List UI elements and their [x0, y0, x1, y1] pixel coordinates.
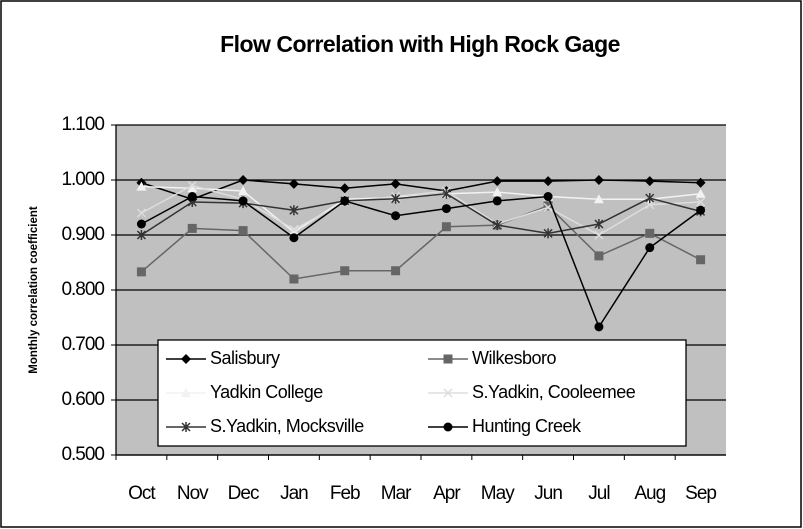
series-line [141, 195, 702, 329]
marker [136, 208, 146, 218]
marker [645, 200, 655, 210]
x-tick-label: Apr [433, 483, 461, 504]
marker [443, 388, 453, 398]
marker [645, 243, 655, 253]
y-tick-label: 0.700 [61, 334, 104, 355]
marker [390, 178, 401, 189]
x-tick-label: Aug [634, 483, 665, 504]
marker [136, 267, 146, 277]
legend-label: S.Yadkin, Cooleemee [472, 382, 636, 402]
marker [443, 422, 453, 432]
y-tick-label: 0.600 [61, 389, 104, 410]
marker [340, 196, 350, 206]
marker [181, 354, 191, 364]
marker [136, 181, 147, 191]
marker [340, 266, 350, 276]
marker [593, 175, 604, 185]
marker [181, 388, 191, 397]
y-tick-label: 1.100 [61, 114, 104, 135]
marker [645, 193, 655, 204]
marker [187, 180, 197, 191]
y-tick-label: 0.900 [61, 224, 104, 245]
marker [289, 274, 299, 284]
marker [441, 204, 451, 214]
legend-label: Yadkin College [210, 382, 323, 402]
series-line [141, 179, 701, 201]
x-tick-label: Nov [177, 483, 209, 504]
marker [181, 422, 191, 432]
marker [594, 219, 604, 229]
marker [289, 233, 299, 243]
x-tick-label: Oct [128, 483, 156, 504]
marker [391, 266, 401, 276]
marker [443, 354, 453, 364]
marker [238, 175, 249, 185]
legend-box [157, 339, 687, 447]
legend-label: S.Yadkin, Mocksville [210, 416, 364, 436]
series-line [141, 184, 701, 236]
marker [492, 196, 502, 206]
marker [391, 211, 401, 221]
marker [288, 227, 299, 237]
marker [492, 220, 502, 231]
legend: Salisbury Wilkesboro Yadkin College S.Yadki… [157, 339, 687, 447]
x-tick-label: May [481, 483, 515, 504]
legend-label: Hunting Creek [472, 416, 582, 436]
x-tick-label: Mar [381, 483, 412, 504]
marker [289, 205, 299, 216]
marker [288, 178, 299, 189]
x-tick-label: Jun [534, 483, 562, 504]
series-line [141, 192, 701, 236]
marker [289, 224, 299, 235]
marker [696, 205, 706, 215]
legend-label: Salisbury [210, 348, 280, 368]
marker [644, 176, 655, 187]
marker [695, 177, 706, 188]
x-tick-label: Jan [280, 483, 308, 504]
marker [136, 230, 146, 240]
marker [441, 222, 451, 232]
series-line [140, 204, 701, 280]
marker [543, 192, 553, 201]
y-axis-label: Monthly correlation coefficient [28, 206, 40, 374]
marker [543, 176, 554, 187]
chart-title: Flow Correlation with High Rock Gage [220, 31, 620, 57]
x-tick-label: Sep [685, 483, 716, 504]
marker [187, 192, 197, 201]
marker [594, 230, 604, 240]
marker [645, 228, 655, 238]
marker [136, 219, 146, 229]
marker [696, 197, 706, 207]
x-tick-label: Feb [330, 483, 360, 504]
marker [593, 194, 604, 204]
marker [238, 186, 249, 195]
legend-label: Wilkesboro [472, 348, 557, 368]
marker [543, 201, 553, 211]
y-tick-label: 1.000 [61, 169, 104, 190]
marker [492, 176, 503, 187]
x-tick-label: Dec [228, 483, 259, 504]
marker [238, 196, 248, 206]
marker [187, 183, 198, 193]
marker [441, 188, 451, 199]
marker [594, 322, 604, 332]
marker [238, 226, 248, 236]
marker [187, 223, 197, 233]
marker [695, 188, 706, 198]
marker [543, 228, 553, 239]
x-tick-label: Jul [588, 483, 609, 504]
marker [492, 187, 503, 197]
marker [696, 255, 706, 265]
y-tick-label: 0.800 [61, 279, 104, 300]
marker [594, 251, 604, 261]
marker [339, 183, 350, 194]
y-tick-label: 0.500 [61, 444, 104, 465]
marker [391, 193, 401, 204]
